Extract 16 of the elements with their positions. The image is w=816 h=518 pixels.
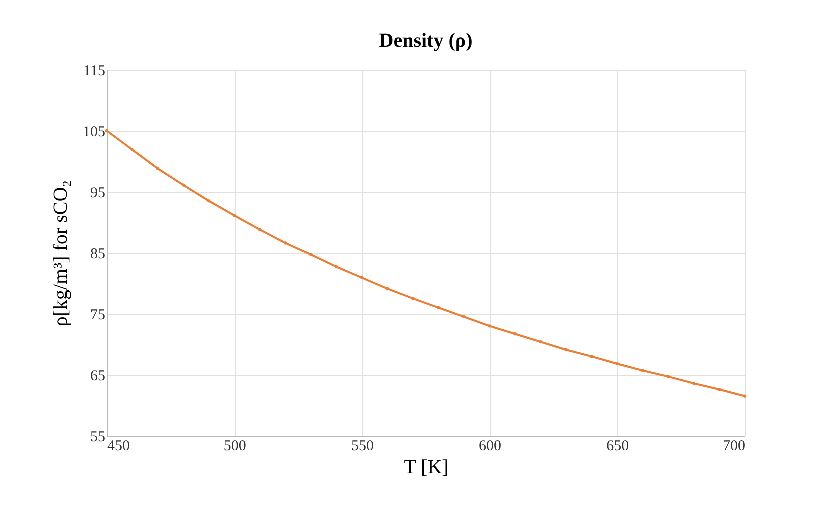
chart-title: Density (ρ) (379, 30, 473, 52)
y-tick-label: 105 (83, 124, 106, 140)
x-tick-label: 600 (479, 438, 502, 454)
x-axis-title: T [K] (404, 456, 449, 478)
y-tick-label: 55 (90, 430, 106, 446)
x-tick-label: 550 (351, 438, 374, 454)
y-tick-label: 95 (90, 186, 106, 202)
x-tick-label: 450 (108, 438, 130, 454)
y-tick-label: 65 (90, 368, 106, 384)
y-tick-label: 75 (90, 308, 106, 324)
x-tick-label: 700 (723, 438, 746, 454)
x-tick-label: 650 (606, 438, 630, 454)
y-axis-title: ρ[kg/m³] for sCO₂ (50, 180, 72, 327)
x-tick-label: 500 (224, 438, 246, 454)
y-tick-label: 115 (84, 64, 106, 80)
y-tick-label: 85 (90, 246, 106, 262)
